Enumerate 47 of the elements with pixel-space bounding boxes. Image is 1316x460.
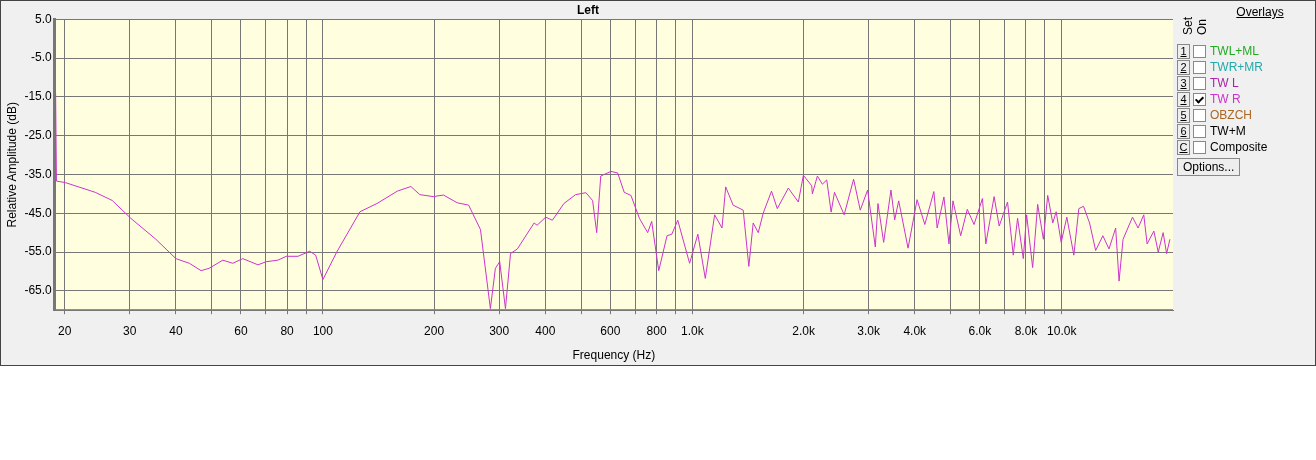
x-tick-label: 40: [169, 323, 183, 338]
text: TW R: [1210, 92, 1241, 106]
text: TWL+ML: [1210, 44, 1260, 58]
y-tick-label: -45.0: [24, 205, 53, 220]
text: 2: [1177, 59, 1190, 75]
x-tick-label: 800: [646, 323, 667, 338]
y-axis-title: Relative Amplitude (dB): [4, 102, 19, 228]
text: 3: [1177, 75, 1190, 91]
x-tick-label: 400: [535, 323, 556, 338]
y-tick-label: -15.0: [24, 89, 53, 104]
chart-title: Left: [577, 2, 599, 17]
y-tick-label: -65.0: [24, 283, 53, 298]
text: 4: [1177, 91, 1190, 107]
x-tick-label: 30: [123, 323, 137, 338]
text: TW+M: [1210, 124, 1246, 138]
x-tick-label: 2.0k: [792, 323, 816, 338]
y-tick-label: -25.0: [24, 128, 53, 143]
legend-title: Overlays: [1235, 5, 1285, 19]
y-tick-label: -5.0: [31, 50, 53, 65]
x-tick-label: 60: [234, 323, 248, 338]
x-tick-label: 20: [58, 323, 72, 338]
x-tick-label: 3.0k: [857, 323, 881, 338]
x-tick-label: 300: [489, 323, 510, 338]
x-tick-label: 1.0k: [681, 323, 705, 338]
x-tick-label: 80: [280, 323, 295, 338]
x-tick-label: 10.0k: [1047, 323, 1078, 338]
x-tick-label: 100: [312, 323, 334, 338]
y-tick-label: -35.0: [24, 166, 53, 181]
x-tick-label: 4.0k: [903, 323, 928, 338]
text: 1: [1177, 43, 1190, 59]
text: On: [1195, 18, 1209, 35]
text: Options...: [1177, 158, 1241, 176]
text: 6: [1177, 123, 1190, 139]
y-tick-label: -55.0: [24, 244, 53, 259]
text: 5: [1177, 107, 1190, 123]
x-axis-title: Frequency (Hz): [572, 348, 656, 363]
x-tick-label: 6.0k: [968, 323, 993, 338]
text: Set: [1181, 16, 1195, 35]
x-tick-label: 8.0k: [1014, 323, 1039, 338]
text: C: [1177, 139, 1190, 155]
text: TWR+MR: [1210, 60, 1263, 74]
x-tick-label: 600: [600, 323, 621, 338]
text: Composite: [1210, 140, 1268, 154]
text: OBZCH: [1210, 108, 1252, 122]
y-tick-label: 5.0: [35, 11, 53, 26]
x-tick-label: 200: [424, 323, 445, 338]
text: TW L: [1210, 76, 1239, 90]
